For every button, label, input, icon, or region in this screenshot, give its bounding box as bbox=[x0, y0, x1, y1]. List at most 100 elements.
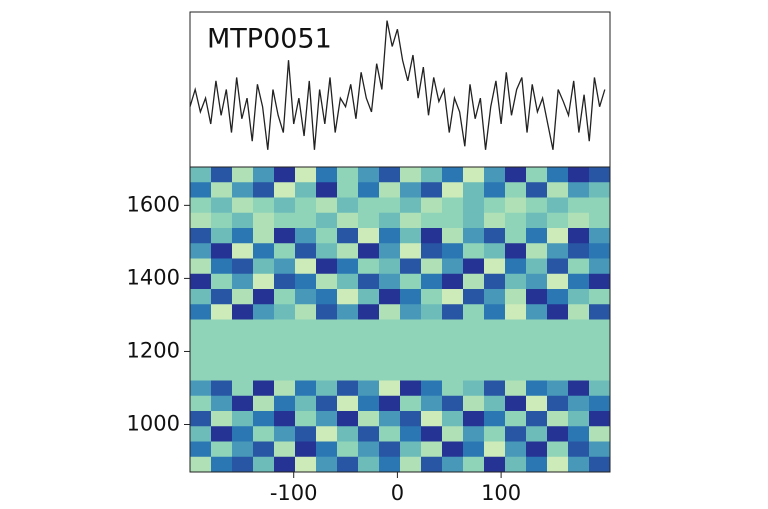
heat-cell bbox=[526, 304, 548, 320]
heat-cell bbox=[274, 212, 296, 229]
heat-cell bbox=[358, 258, 380, 275]
heat-cell bbox=[190, 334, 212, 351]
heat-cell bbox=[316, 304, 338, 320]
heat-cell bbox=[421, 441, 443, 458]
heat-cell bbox=[505, 212, 527, 229]
heat-cell bbox=[421, 350, 443, 366]
heat-cell bbox=[400, 350, 422, 366]
heat-cell bbox=[526, 350, 548, 366]
heat-cell bbox=[379, 167, 401, 183]
heat-cell bbox=[190, 441, 212, 458]
heat-cell bbox=[190, 365, 212, 381]
heat-cell bbox=[253, 197, 275, 214]
heat-cell bbox=[547, 243, 569, 259]
heat-cell bbox=[589, 182, 611, 198]
heat-cell bbox=[505, 395, 527, 412]
heat-cell bbox=[589, 258, 611, 275]
heat-cell bbox=[589, 441, 611, 458]
heat-cell bbox=[589, 243, 611, 259]
heat-cell bbox=[505, 380, 527, 397]
heat-cell bbox=[505, 167, 527, 183]
heat-cell bbox=[568, 411, 590, 427]
heat-cell bbox=[253, 182, 275, 198]
heat-cell bbox=[232, 197, 254, 214]
heat-cell bbox=[232, 441, 254, 458]
heat-cell bbox=[379, 456, 401, 473]
heat-cell bbox=[274, 289, 296, 305]
heat-cell bbox=[526, 365, 548, 381]
heat-cell bbox=[547, 441, 569, 458]
heat-cell bbox=[274, 395, 296, 412]
heat-cell bbox=[547, 350, 569, 366]
heat-cell bbox=[253, 243, 275, 259]
heat-cell bbox=[463, 350, 485, 366]
heat-cell bbox=[358, 456, 380, 473]
heat-cell bbox=[442, 273, 464, 290]
heat-cell bbox=[316, 411, 338, 427]
heat-cell bbox=[505, 334, 527, 351]
heat-cell bbox=[505, 441, 527, 458]
heat-cell bbox=[547, 380, 569, 397]
heat-cell bbox=[505, 456, 527, 473]
heat-cell bbox=[379, 319, 401, 336]
heat-cell bbox=[526, 426, 548, 442]
heat-cell bbox=[190, 319, 212, 336]
heat-cell bbox=[568, 395, 590, 412]
heat-cell bbox=[526, 456, 548, 473]
heat-cell bbox=[232, 228, 254, 244]
heat-cell bbox=[211, 197, 233, 214]
heat-cell bbox=[232, 456, 254, 473]
heat-cell bbox=[442, 228, 464, 244]
heat-cell bbox=[253, 456, 275, 473]
heat-cell bbox=[547, 319, 569, 336]
heat-cell bbox=[568, 350, 590, 366]
heat-cell bbox=[589, 334, 611, 351]
heat-cell bbox=[442, 334, 464, 351]
heat-cell bbox=[358, 304, 380, 320]
heat-cell bbox=[190, 289, 212, 305]
heat-cell bbox=[379, 395, 401, 412]
heat-cell bbox=[589, 380, 611, 397]
heat-cell bbox=[547, 426, 569, 442]
heat-cell bbox=[190, 182, 212, 198]
heat-cell bbox=[358, 411, 380, 427]
heat-cell bbox=[337, 182, 359, 198]
heat-cell bbox=[589, 365, 611, 381]
heat-cell bbox=[211, 167, 233, 183]
heat-cell bbox=[253, 167, 275, 183]
heat-cell bbox=[337, 273, 359, 290]
heat-cell bbox=[526, 411, 548, 427]
heat-cell bbox=[295, 395, 317, 412]
heat-cell bbox=[211, 456, 233, 473]
heat-cell bbox=[253, 258, 275, 275]
heat-cell bbox=[526, 212, 548, 229]
heat-cell bbox=[337, 411, 359, 427]
heat-cell bbox=[337, 289, 359, 305]
heat-cell bbox=[463, 456, 485, 473]
heat-cell bbox=[568, 273, 590, 290]
heat-cell bbox=[442, 289, 464, 305]
heat-cell bbox=[211, 380, 233, 397]
heat-cell bbox=[295, 243, 317, 259]
heat-cell bbox=[337, 426, 359, 442]
heat-cell bbox=[190, 212, 212, 229]
heat-cell bbox=[274, 258, 296, 275]
heat-cell bbox=[274, 350, 296, 366]
heat-cell bbox=[253, 334, 275, 351]
heat-cell bbox=[568, 243, 590, 259]
heat-cell bbox=[568, 365, 590, 381]
heat-cell bbox=[232, 380, 254, 397]
heat-cell bbox=[295, 182, 317, 198]
heat-cell bbox=[337, 167, 359, 183]
heat-cell bbox=[295, 228, 317, 244]
heat-cell bbox=[505, 273, 527, 290]
heat-cell bbox=[400, 380, 422, 397]
heat-cell bbox=[463, 426, 485, 442]
heat-cell bbox=[379, 182, 401, 198]
heat-cell bbox=[253, 304, 275, 320]
heat-cell bbox=[316, 243, 338, 259]
heat-cell bbox=[547, 167, 569, 183]
heat-cell bbox=[526, 228, 548, 244]
heat-cell bbox=[526, 243, 548, 259]
